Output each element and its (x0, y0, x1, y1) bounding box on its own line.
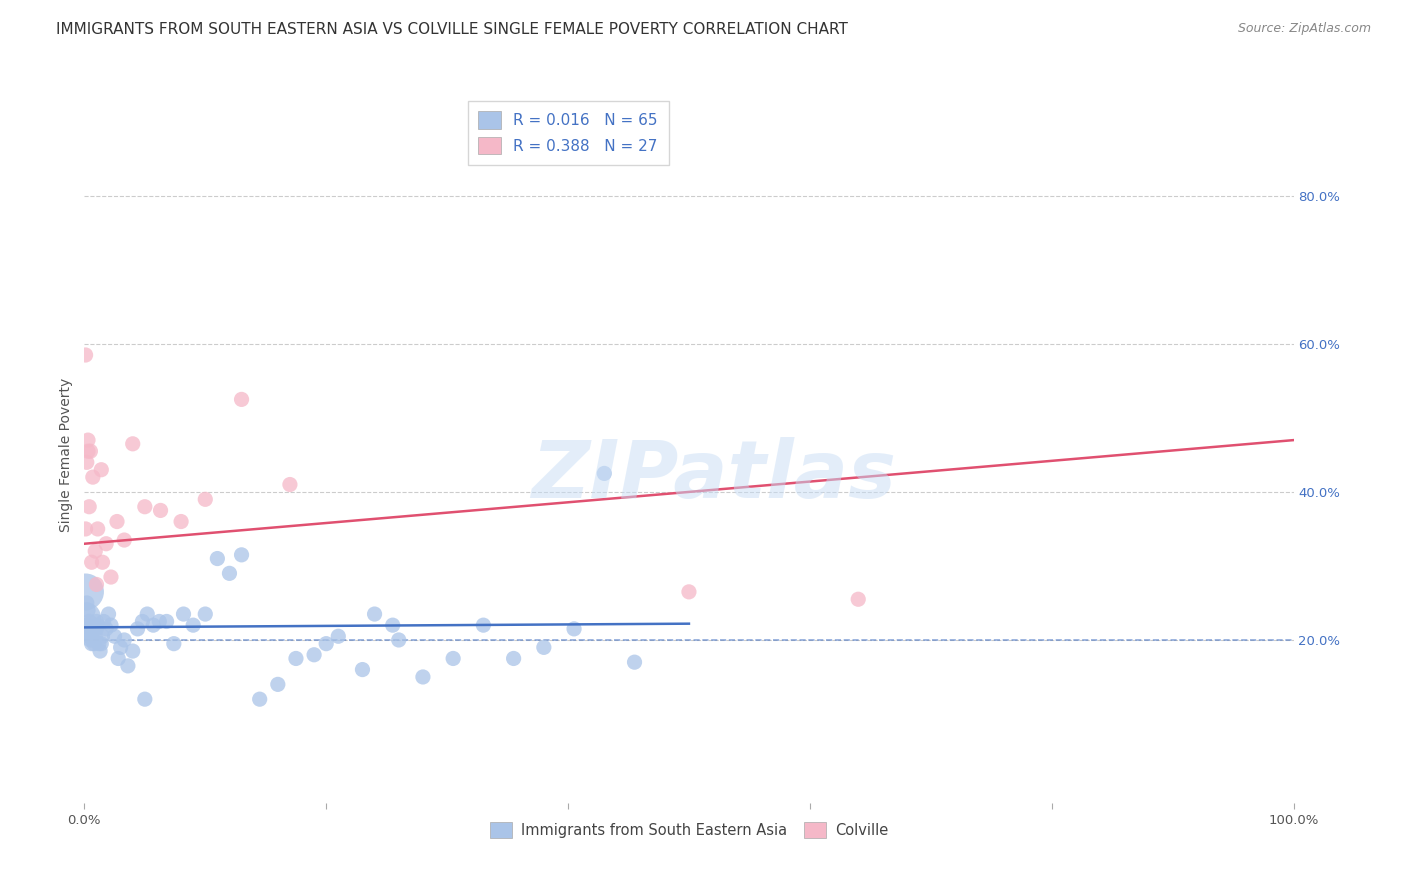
Point (249, 692, 271, 706)
Point (91, 555, 114, 569)
Point (89, 644, 111, 658)
Point (86, 615, 108, 629)
Point (75, 348, 97, 362)
Point (77, 444, 100, 458)
Point (267, 677, 290, 691)
Point (112, 632, 135, 647)
Point (86, 522, 108, 536)
Point (388, 632, 411, 647)
Point (441, 651, 464, 665)
Point (163, 637, 186, 651)
Point (315, 637, 337, 651)
Point (149, 503, 172, 517)
Point (121, 437, 143, 451)
Point (352, 663, 374, 677)
Point (84, 629, 107, 643)
Point (79, 444, 101, 458)
Point (84, 544, 107, 558)
Point (533, 640, 555, 655)
Point (75, 611, 97, 625)
Point (86, 622, 108, 636)
Point (134, 500, 156, 514)
Point (90, 463, 112, 477)
Point (93, 615, 115, 629)
Point (77, 500, 100, 514)
Point (328, 629, 350, 643)
Point (218, 566, 240, 581)
Point (155, 615, 177, 629)
Text: IMMIGRANTS FROM SOUTH EASTERN ASIA VS COLVILLE SINGLE FEMALE POVERTY CORRELATION: IMMIGRANTS FROM SOUTH EASTERN ASIA VS CO… (56, 22, 848, 37)
Y-axis label: Single Female Poverty: Single Female Poverty (59, 378, 73, 532)
Text: ZIPatlas: ZIPatlas (530, 437, 896, 515)
Point (678, 585, 700, 599)
Point (100, 618, 122, 632)
Point (94, 537, 117, 551)
Point (80, 637, 103, 651)
Point (194, 492, 217, 507)
Point (82, 470, 104, 484)
Point (77, 625, 100, 640)
Point (117, 658, 139, 673)
Point (231, 548, 253, 562)
Point (207, 551, 229, 566)
Text: Source: ZipAtlas.com: Source: ZipAtlas.com (1237, 22, 1371, 36)
Point (194, 607, 217, 621)
Point (75, 585, 97, 599)
Point (412, 670, 434, 684)
Point (846, 592, 869, 607)
Point (79, 622, 101, 636)
Point (381, 618, 404, 632)
Point (112, 533, 135, 547)
Point (76, 596, 98, 610)
Point (77, 433, 100, 447)
Point (80, 625, 103, 640)
Point (75, 522, 97, 536)
Point (82, 632, 104, 647)
Point (173, 607, 195, 621)
Point (231, 392, 253, 407)
Point (76, 455, 98, 469)
Point (302, 648, 325, 662)
Point (121, 644, 143, 658)
Point (502, 651, 524, 665)
Point (107, 651, 129, 665)
Point (148, 615, 170, 629)
Point (110, 640, 132, 655)
Point (91, 629, 114, 643)
Point (100, 570, 122, 584)
Point (562, 622, 585, 636)
Point (83, 637, 105, 651)
Point (170, 515, 193, 529)
Point (80, 555, 103, 569)
Point (181, 618, 204, 632)
Point (86, 577, 108, 591)
Point (623, 655, 645, 669)
Point (77, 615, 100, 629)
Point (472, 618, 495, 632)
Point (136, 607, 159, 621)
Point (284, 651, 308, 665)
Point (131, 615, 153, 629)
Point (104, 629, 127, 643)
Point (77, 603, 100, 617)
Point (90, 637, 112, 651)
Point (86, 618, 108, 632)
Point (142, 618, 165, 632)
Point (363, 607, 385, 621)
Point (82, 622, 104, 636)
Point (79, 632, 101, 647)
Point (77, 629, 100, 643)
Point (97, 607, 120, 621)
Point (105, 515, 128, 529)
Point (87, 637, 110, 651)
Point (127, 622, 149, 636)
Point (134, 692, 156, 706)
Point (76, 618, 98, 632)
Legend: Immigrants from South Eastern Asia, Colville: Immigrants from South Eastern Asia, Colv… (484, 815, 894, 844)
Point (593, 467, 616, 481)
Point (94, 622, 117, 636)
Point (278, 477, 301, 491)
